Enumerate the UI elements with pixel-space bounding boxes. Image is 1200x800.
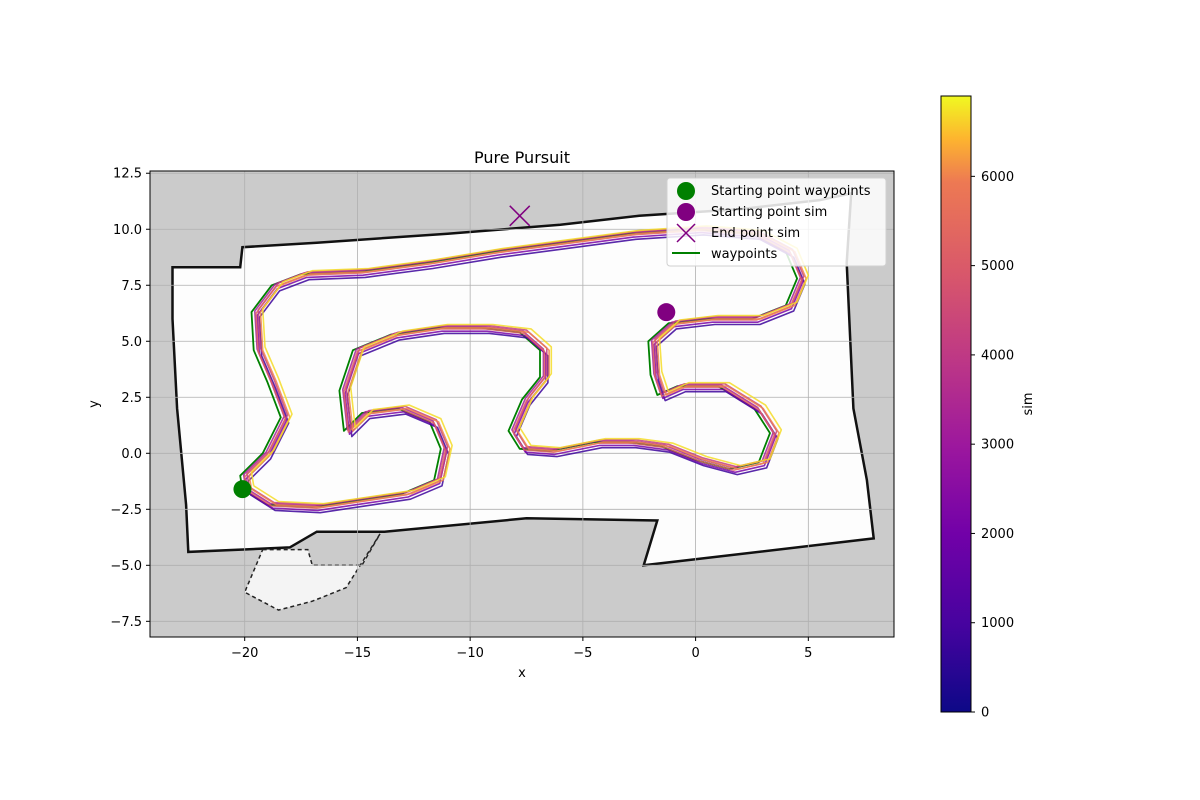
- y-tick-label: 12.5: [113, 167, 142, 182]
- x-tick-label: −20: [231, 646, 258, 661]
- map-lower-region: [243, 533, 381, 611]
- colorbar: 0 1000 2000 3000 4000 5000 6000 sim: [940, 95, 1036, 721]
- colorbar-tick-label: 4000: [981, 348, 1014, 363]
- markers: [233, 205, 676, 499]
- colorbar-ticks: 0 1000 2000 3000 4000 5000 6000: [971, 170, 1014, 721]
- x-tick-label: −15: [344, 646, 371, 661]
- y-tick-label: −2.5: [110, 503, 142, 518]
- legend-box: [666, 177, 887, 267]
- legend-start-sim-label: Starting point sim: [711, 205, 827, 220]
- x-tick-label: −5: [573, 646, 592, 661]
- colorbar-tick-label: 5000: [981, 259, 1014, 274]
- sim-trajectory: [250, 225, 810, 505]
- y-axis-label: y: [87, 400, 102, 408]
- legend-start-sim-marker: [677, 203, 695, 221]
- legend-end-sim-marker: [676, 223, 696, 243]
- legend-start-waypoints-marker: [677, 182, 695, 200]
- sim-series-group: [242, 225, 810, 514]
- y-axis-ticks: −7.5 −5.0 −2.5 0.0 2.5 5.0 7.5 10.0 12.5: [110, 167, 150, 630]
- x-tick-label: −10: [456, 646, 483, 661]
- x-axis-ticks: −20 −15 −10 −5 0 5: [231, 637, 812, 661]
- start-sim-marker: [657, 303, 676, 322]
- x-tick-label: 5: [804, 646, 812, 661]
- y-tick-label: 2.5: [121, 391, 142, 406]
- legend: Starting point waypoints Starting point …: [666, 177, 887, 267]
- end-sim-marker: [509, 205, 531, 227]
- legend-end-sim-label: End point sim: [711, 226, 800, 241]
- occupancy-map: [171, 191, 876, 611]
- x-tick-label: 0: [691, 646, 699, 661]
- x-axis-label: x: [518, 666, 526, 681]
- y-tick-label: 7.5: [121, 279, 142, 294]
- colorbar-tick-label: 0: [981, 706, 989, 721]
- colorbar-tick-label: 3000: [981, 438, 1014, 453]
- y-tick-label: 10.0: [113, 223, 142, 238]
- y-tick-label: 5.0: [121, 335, 142, 350]
- y-tick-label: 0.0: [121, 447, 142, 462]
- colorbar-tick-label: 1000: [981, 616, 1014, 631]
- colorbar-label: sim: [1021, 392, 1036, 415]
- plot-frame: [149, 170, 895, 638]
- y-tick-label: −7.5: [110, 615, 142, 630]
- legend-start-waypoints-label: Starting point waypoints: [711, 184, 871, 199]
- start-waypoints-marker: [233, 480, 252, 499]
- chart-title: Pure Pursuit: [474, 148, 570, 167]
- y-tick-label: −5.0: [110, 559, 142, 574]
- colorbar-tick-label: 6000: [981, 170, 1014, 185]
- map-free-space: [171, 191, 876, 567]
- legend-waypoints-label: waypoints: [711, 247, 777, 262]
- colorbar-tick-label: 2000: [981, 527, 1014, 542]
- colorbar-gradient: [940, 95, 972, 713]
